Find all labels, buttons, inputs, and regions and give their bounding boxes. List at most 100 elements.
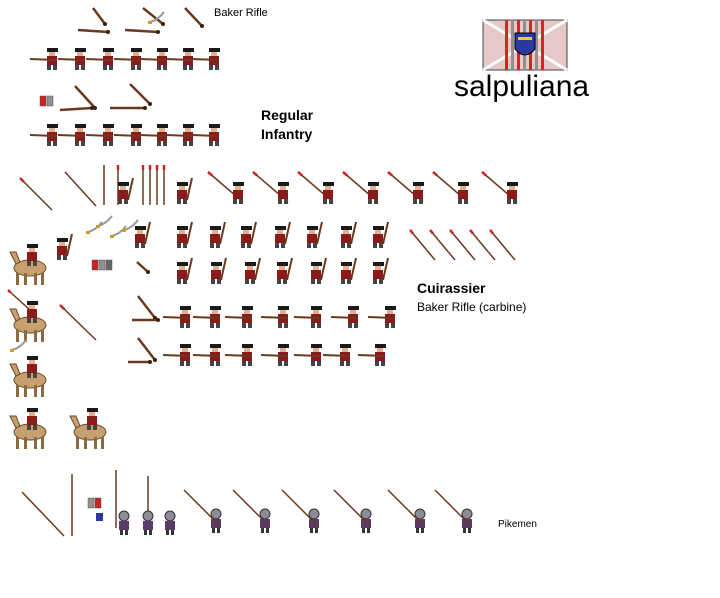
pike-icon: [429, 229, 456, 261]
soldier-sprite: [373, 257, 389, 284]
soldier-sprite: [275, 221, 291, 248]
rider-sprite: [27, 301, 38, 323]
musket-icon: [92, 7, 107, 26]
soldier-sprite: [113, 48, 142, 70]
soldier-sprite: [177, 221, 193, 248]
soldier-sprite: [165, 48, 194, 70]
pike-icon: [59, 304, 97, 341]
saber-icon: [110, 225, 127, 238]
pike-icon: [489, 229, 516, 261]
pike-icon: [469, 229, 496, 261]
soldier-sprite: [323, 182, 334, 204]
soldier-sprite: [113, 124, 142, 146]
soldier-sprite: [177, 177, 193, 204]
soldier-sprite: [224, 344, 253, 366]
cuirassier-label: Cuirassier: [417, 280, 486, 296]
soldier-sprite: [139, 48, 168, 70]
saber-icon: [122, 219, 139, 232]
soldier-sprite: [277, 257, 293, 284]
soldier-sprite: [368, 182, 379, 204]
pike-icon: [21, 491, 65, 537]
soldier-sprite: [191, 48, 220, 70]
horse-sprite: [9, 251, 47, 285]
soldier-sprite: [293, 306, 322, 328]
carbine-label: Baker Rifle (carbine): [417, 300, 527, 314]
soldier-sprite: [311, 257, 327, 284]
musket-icon: [59, 106, 94, 112]
musket-icon: [142, 7, 165, 26]
horse-sprite: [9, 415, 47, 449]
soldier-sprite: [224, 306, 253, 328]
color-swatch: [39, 95, 54, 107]
soldier-sprite: [85, 124, 114, 146]
regular-label: Regular: [261, 107, 314, 123]
soldier-sprite: [211, 257, 227, 284]
musket-icon: [128, 360, 152, 364]
soldier-sprite: [135, 221, 151, 248]
pikeman-sprite: [281, 489, 320, 533]
soldier-sprite: [458, 182, 469, 204]
horse-sprite: [69, 415, 107, 449]
soldier-sprite: [367, 306, 396, 328]
rider-sprite: [27, 408, 38, 430]
horse-sprite: [9, 308, 47, 342]
pike-icon: [64, 171, 97, 207]
musket-icon: [137, 337, 157, 362]
soldier-sprite: [307, 221, 323, 248]
soldier-sprite: [29, 48, 58, 70]
soldier-sprite: [341, 221, 357, 248]
pike-icon: [7, 289, 31, 311]
pikeman-sprite: [434, 489, 473, 533]
soldier-sprite: [260, 306, 289, 328]
musket-icon: [110, 106, 147, 110]
musket-icon: [124, 28, 160, 34]
pikeman-sprite: [333, 489, 372, 533]
pikeman-sprite: [142, 510, 154, 535]
soldier-sprite: [29, 124, 58, 146]
musket-icon: [184, 7, 204, 28]
saber-icon: [148, 11, 165, 24]
musket-icon: [137, 295, 157, 320]
musket-icon: [74, 85, 97, 110]
soldier-sprite: [330, 306, 359, 328]
soldier-sprite: [177, 257, 193, 284]
rider-sprite: [27, 244, 38, 266]
rider-sprite: [87, 408, 98, 430]
soldier-sprite: [357, 344, 386, 366]
soldier-sprite: [413, 182, 424, 204]
faction-title: salpuliana: [454, 70, 590, 103]
soldier-sprite: [118, 177, 134, 204]
soldier-sprite: [241, 221, 257, 248]
saber-icon: [10, 339, 27, 352]
soldier-sprite: [57, 233, 73, 260]
soldier-sprite: [57, 124, 86, 146]
soldier-sprite: [165, 124, 194, 146]
soldier-sprite: [507, 182, 518, 204]
soldier-sprite: [233, 182, 244, 204]
pikeman-sprite: [183, 489, 222, 533]
soldier-sprite: [191, 124, 220, 146]
soldier-sprite: [245, 257, 261, 284]
pikeman-sprite: [118, 510, 130, 535]
soldier-sprite: [192, 306, 221, 328]
soldier-sprite: [192, 344, 221, 366]
musket-icon: [136, 261, 150, 274]
soldier-sprite: [293, 344, 322, 366]
musket-icon: [132, 318, 160, 322]
soldier-sprite: [373, 221, 389, 248]
pike-icon: [409, 229, 436, 261]
soldier-sprite: [278, 182, 289, 204]
color-swatch: [87, 497, 102, 509]
rider-sprite: [27, 356, 38, 378]
musket-icon: [129, 83, 152, 106]
pikemen-label: Pikemen: [498, 519, 537, 530]
horse-sprite: [9, 363, 47, 397]
saber-icon: [96, 215, 113, 228]
soldier-sprite: [162, 344, 191, 366]
infantry-label: Infantry: [261, 126, 313, 142]
soldier-sprite: [341, 257, 357, 284]
soldier-sprite: [210, 221, 226, 248]
pikeman-sprite: [232, 489, 271, 533]
soldier-sprite: [322, 344, 351, 366]
